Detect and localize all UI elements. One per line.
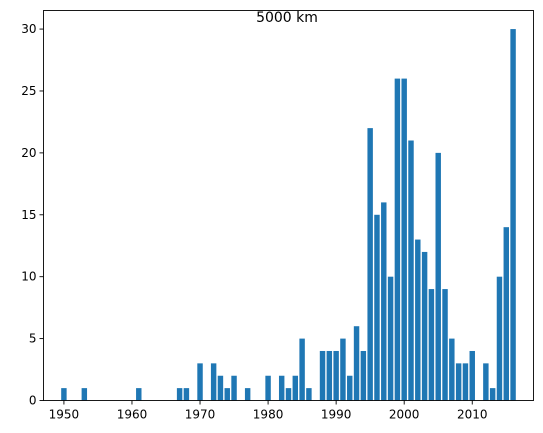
bar-1992 — [347, 375, 353, 401]
bar-2004 — [428, 289, 435, 401]
bar-1986 — [306, 388, 312, 401]
y-tick-label: 20 — [21, 146, 36, 160]
y-tick-label: 5 — [29, 332, 37, 346]
bar-2015 — [503, 227, 509, 401]
x-tick-label: 2000 — [389, 408, 420, 422]
bar-1961 — [136, 388, 142, 401]
bar-1968 — [183, 388, 190, 401]
x-tick-label: 1980 — [253, 408, 284, 422]
bar-1972 — [210, 363, 217, 401]
bar-2000 — [401, 78, 407, 401]
bar-1967 — [176, 388, 183, 401]
plot-frame — [43, 10, 534, 401]
bar-2010 — [469, 350, 475, 401]
y-tick-label: 15 — [21, 208, 36, 222]
bar-1998 — [387, 276, 394, 401]
bar-1989 — [326, 350, 333, 401]
bar-2002 — [415, 239, 421, 401]
bar-2009 — [462, 363, 469, 401]
bar-1991 — [340, 338, 346, 401]
bar-2012 — [483, 363, 489, 401]
bar-2014 — [496, 276, 503, 401]
bar-1995 — [367, 128, 373, 401]
bar-2013 — [489, 388, 496, 401]
bar-2006 — [442, 289, 448, 401]
y-axis: 0 5 10 15 20 25 30 — [21, 22, 44, 408]
bar-1983 — [285, 388, 292, 401]
x-tick-label: 1990 — [321, 408, 352, 422]
bar-1985 — [299, 338, 305, 401]
y-tick-label: 10 — [21, 270, 36, 284]
x-tick-label: 2010 — [457, 408, 488, 422]
bar-2005 — [435, 152, 441, 401]
bar-2016 — [510, 29, 516, 401]
bar-1977 — [244, 388, 251, 401]
bar-1993 — [353, 326, 360, 401]
bar-1974 — [224, 388, 230, 401]
bar-1950 — [61, 388, 67, 401]
chart-title: 5000 km — [256, 10, 318, 26]
y-tick-label: 25 — [21, 84, 36, 98]
x-tick-label: 1960 — [117, 408, 148, 422]
bar-1999 — [394, 78, 401, 401]
bar-1988 — [319, 350, 326, 401]
bars-group — [61, 29, 516, 401]
y-tick-label: 30 — [21, 22, 36, 36]
bar-2003 — [421, 251, 428, 401]
bar-1982 — [278, 375, 285, 401]
x-axis: 1950 1960 1970 1980 1990 2000 2010 — [49, 400, 488, 422]
y-tick-label: 0 — [29, 394, 37, 408]
bar-1953 — [81, 388, 88, 401]
bar-1984 — [292, 375, 299, 401]
bar-1994 — [360, 350, 367, 401]
bar-1975 — [231, 375, 237, 401]
bar-1970 — [197, 363, 203, 401]
bar-1996 — [374, 214, 380, 401]
bar-2007 — [449, 338, 455, 401]
bar-1973 — [217, 375, 224, 401]
x-tick-label: 1950 — [49, 408, 80, 422]
bar-1997 — [381, 202, 387, 401]
bar-2001 — [408, 140, 414, 401]
x-tick-label: 1970 — [185, 408, 216, 422]
bar-1990 — [333, 350, 339, 401]
bar-1980 — [265, 375, 271, 401]
bar-2008 — [455, 363, 462, 401]
